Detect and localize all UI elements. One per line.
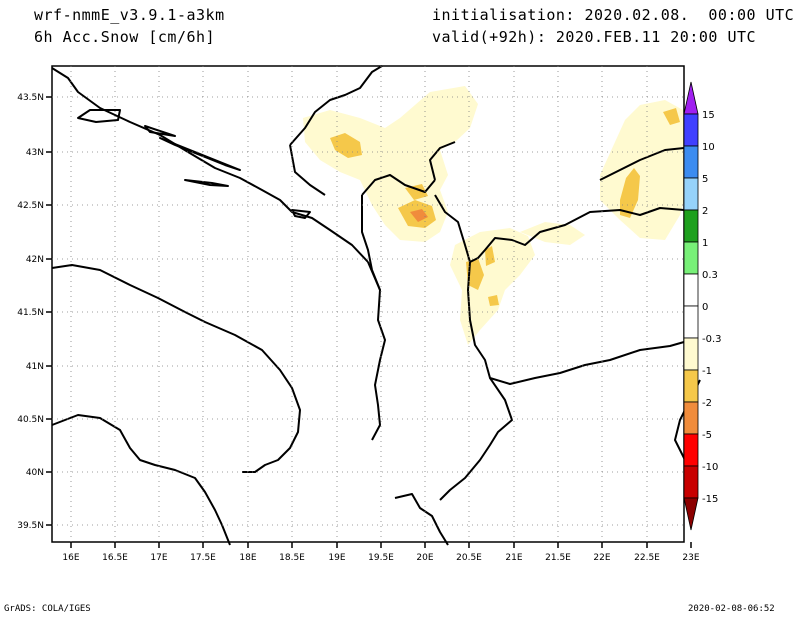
- snow-field-heavy: [410, 209, 428, 222]
- lat-label: 43N: [26, 148, 44, 158]
- colorbar-label: -2: [702, 398, 712, 409]
- colorbar-label: 2: [702, 206, 708, 217]
- colorbar-label: 1: [702, 238, 708, 249]
- lon-label: 19.5E: [368, 553, 394, 563]
- grads-credit: GrADS: COLA/IGES: [4, 604, 91, 614]
- valid-time: valid(+92h): 2020.FEB.11 20:00 UTC: [432, 28, 757, 46]
- colorbar-bin: [683, 113, 699, 147]
- lat-labels: 43.5N 43N 42.5N 42N 41.5N 41N 40.5N 40N …: [17, 93, 44, 531]
- init-time: initialisation: 2020.02.08. 00:00 UTC: [432, 6, 795, 24]
- colorbar-bin: [683, 337, 699, 371]
- tick-marks: [46, 96, 692, 548]
- render-timestamp: 2020-02-08-06:52: [688, 604, 775, 614]
- lon-label: 16E: [62, 553, 79, 563]
- colorbar-bin: [683, 209, 699, 243]
- lon-labels: 16E 16.5E 17E 17.5E 18E 18.5E 19E 19.5E …: [62, 553, 699, 563]
- variable-title: 6h Acc.Snow [cm/6h]: [34, 28, 216, 46]
- lat-label: 39.5N: [17, 521, 44, 531]
- gridlines: [52, 66, 684, 542]
- lat-label: 42N: [26, 255, 44, 265]
- lon-label: 18E: [239, 553, 256, 563]
- lon-label: 20E: [416, 553, 433, 563]
- lon-label: 18.5E: [279, 553, 305, 563]
- lon-label: 17.5E: [190, 553, 216, 563]
- colorbar-bin: [683, 305, 699, 339]
- lon-label: 16.5E: [102, 553, 128, 563]
- lon-label: 21.5E: [545, 553, 571, 563]
- colorbar-label: 15: [702, 110, 715, 121]
- model-title: wrf-nmmE_v3.9.1-a3km: [34, 6, 225, 24]
- lon-label: 22.5E: [634, 553, 660, 563]
- colorbar-bin: [683, 177, 699, 211]
- colorbar-bin: [683, 145, 699, 179]
- lat-label: 42.5N: [17, 201, 44, 211]
- colorbar-label: 0.3: [702, 270, 718, 281]
- colorbar-bin: [683, 369, 699, 403]
- colorbar-label: -15: [702, 494, 718, 505]
- lat-label: 41.5N: [17, 308, 44, 318]
- colorbar-bin: [683, 401, 699, 435]
- lat-label: 40N: [26, 468, 44, 478]
- colorbar-label: -0.3: [702, 334, 722, 345]
- colorbar-label: 10: [702, 142, 715, 153]
- colorbar-top-arrow: [683, 81, 699, 115]
- lat-label: 40.5N: [17, 415, 44, 425]
- lon-label: 17E: [150, 553, 167, 563]
- colorbar-label: -10: [702, 462, 718, 473]
- lon-label: 22E: [593, 553, 610, 563]
- colorbar-label: 0: [702, 302, 708, 313]
- colorbar-labels: 15 10 5 2 1 0.3 0 -0.3 -1 -2 -5 -10 -15: [702, 110, 722, 505]
- lon-label: 23E: [682, 553, 699, 563]
- colorbar-bin: [683, 273, 699, 307]
- lon-label: 19E: [328, 553, 345, 563]
- lat-label: 43.5N: [17, 93, 44, 103]
- lon-label: 21E: [505, 553, 522, 563]
- colorbar-bin: [683, 465, 699, 499]
- colorbar-label: -5: [702, 430, 712, 441]
- colorbar-bin: [683, 433, 699, 467]
- colorbar-bin: [683, 241, 699, 275]
- colorbar-label: -1: [702, 366, 712, 377]
- colorbar-bottom-arrow: [683, 497, 699, 531]
- colorbar: [683, 81, 699, 531]
- lon-label: 20.5E: [456, 553, 482, 563]
- colorbar-label: 5: [702, 174, 708, 185]
- lat-label: 41N: [26, 362, 44, 372]
